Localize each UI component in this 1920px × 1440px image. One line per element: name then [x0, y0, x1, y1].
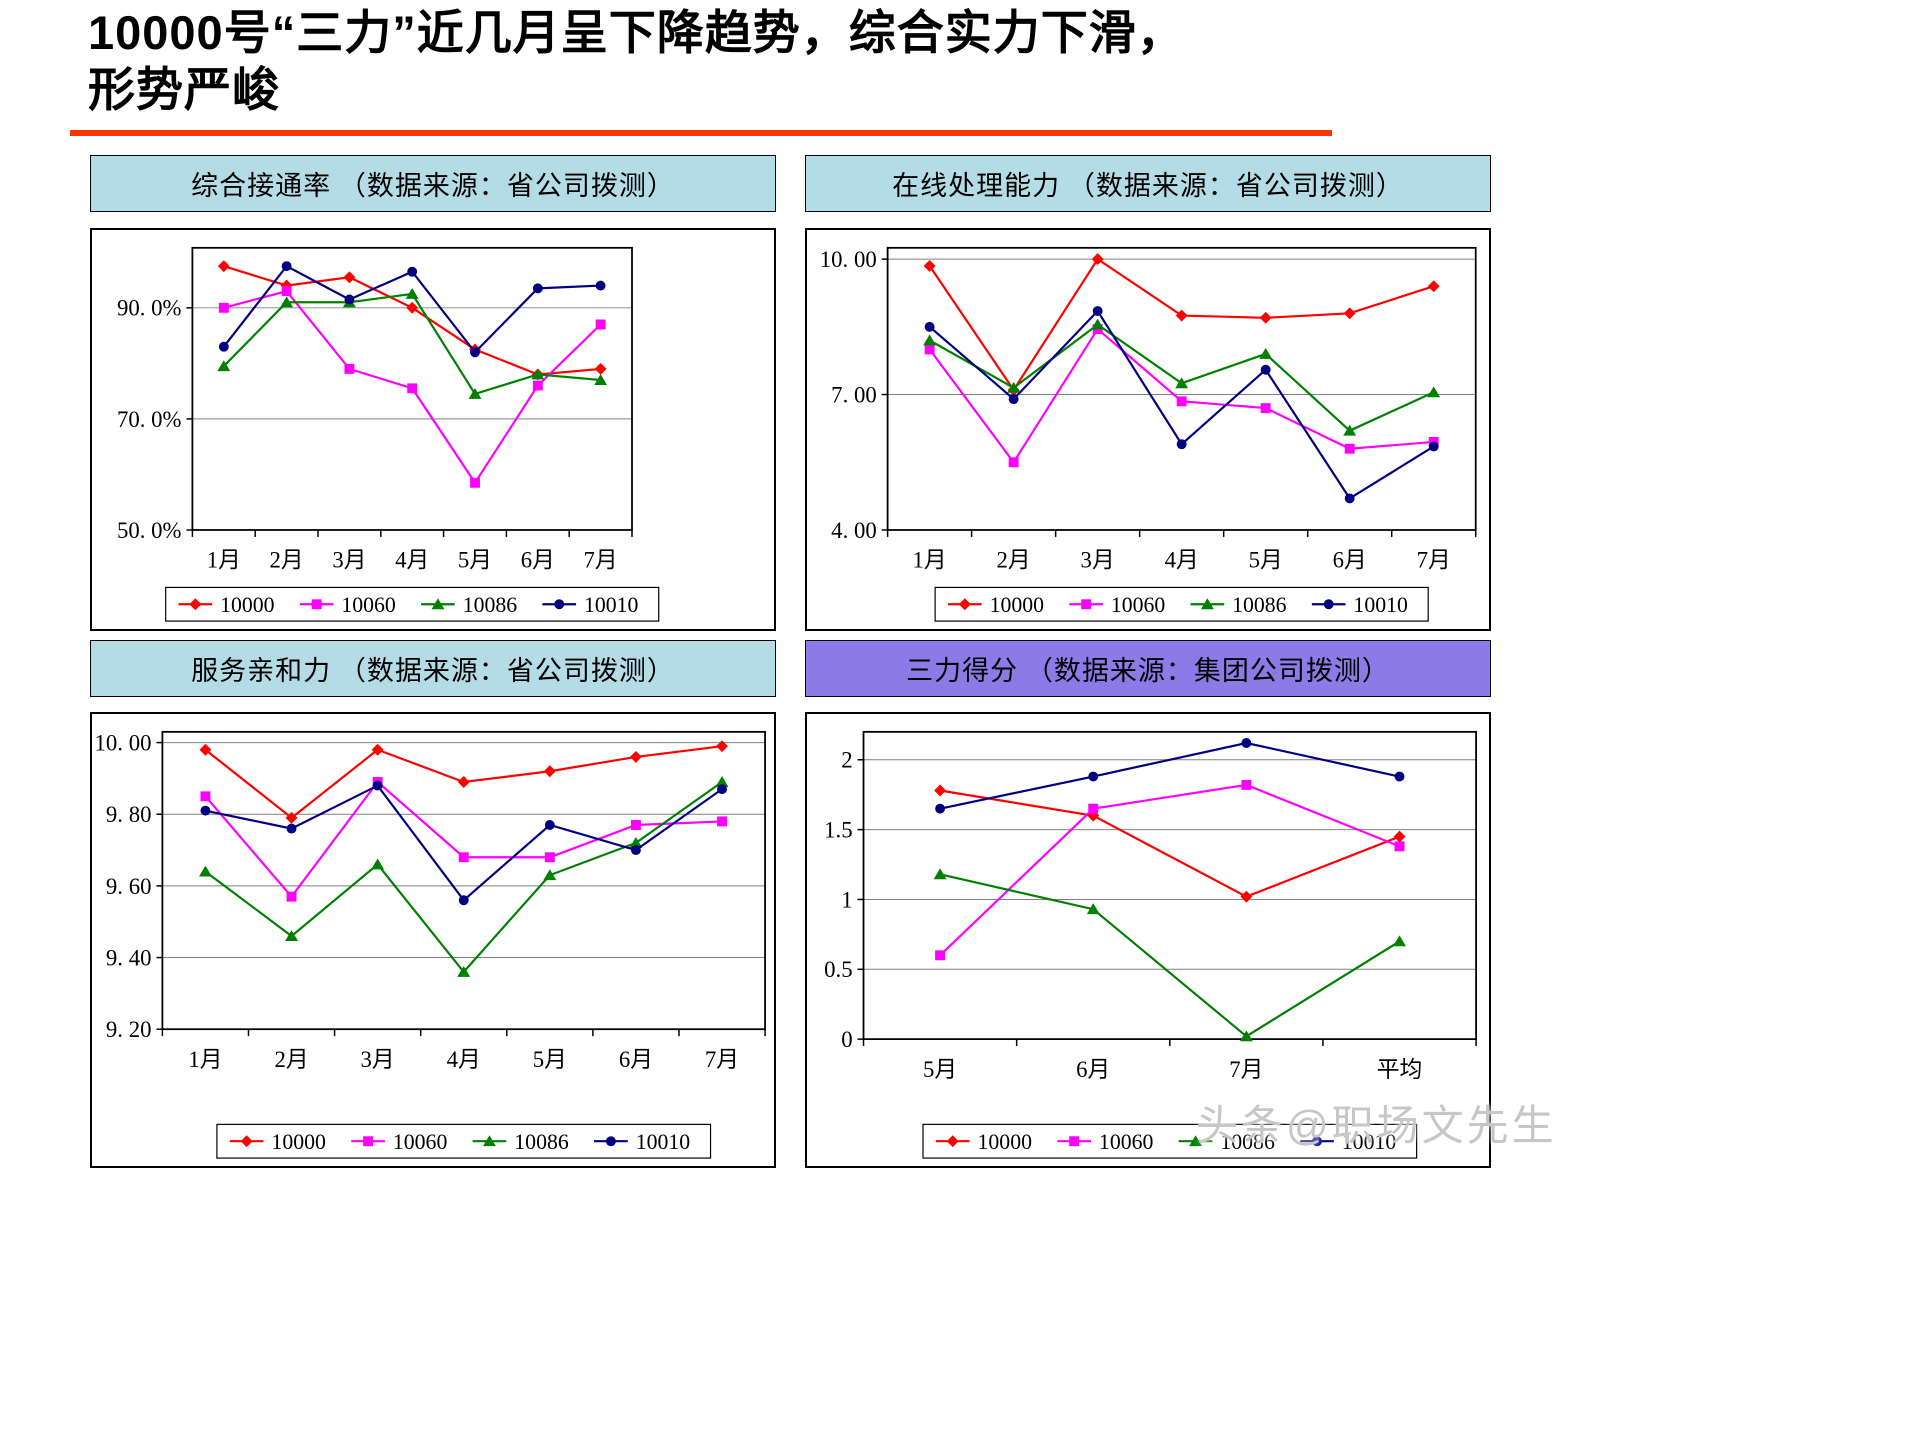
- svg-text:90. 0%: 90. 0%: [117, 296, 182, 321]
- svg-text:4. 00: 4. 00: [831, 518, 877, 543]
- svg-text:0: 0: [841, 1027, 852, 1052]
- svg-text:10060: 10060: [1099, 1130, 1154, 1154]
- svg-text:10. 00: 10. 00: [95, 731, 152, 756]
- svg-text:10000: 10000: [220, 593, 275, 617]
- svg-text:50. 0%: 50. 0%: [117, 518, 182, 543]
- svg-text:1月: 1月: [913, 548, 947, 573]
- line-chart-service-affinity: 10. 00 9. 80 9. 60 9. 40 9. 20 1月 2月 3月 4月 5月 6月 7月…: [95, 731, 766, 1159]
- chart-panel-connection-rate: 90. 0% 70. 0% 50. 0% 1月 2月 3月 4月 5月 6月 7月 10000 100…: [90, 228, 776, 631]
- svg-text:10060: 10060: [341, 593, 396, 617]
- svg-text:3月: 3月: [1081, 548, 1115, 573]
- svg-text:1.5: 1.5: [824, 818, 852, 843]
- chart-header-connection-rate: 综合接通率 （数据来源：省公司拨测）: [90, 155, 776, 212]
- svg-text:7月: 7月: [1229, 1057, 1263, 1082]
- svg-text:1月: 1月: [188, 1047, 222, 1072]
- chart-header-online-processing: 在线处理能力 （数据来源：省公司拨测）: [805, 155, 1491, 212]
- svg-text:10010: 10010: [1342, 1130, 1397, 1154]
- chart-title-sanli-score: 三力得分 （数据来源：集团公司拨测）: [906, 656, 1390, 686]
- svg-text:2月: 2月: [270, 548, 304, 573]
- svg-text:7月: 7月: [705, 1047, 739, 1072]
- svg-text:10086: 10086: [463, 593, 518, 617]
- svg-text:6月: 6月: [1076, 1057, 1110, 1082]
- chart-panel-sanli-score: 2 1.5 1 0.5 0 5月 6月 7月 平均 10000 10060 10086 10010: [805, 712, 1491, 1168]
- svg-text:9. 80: 9. 80: [106, 802, 152, 827]
- svg-text:9. 60: 9. 60: [106, 874, 152, 899]
- slide-title: 10000号“三力”近几月呈下降趋势，综合实力下滑， 形势严峻: [88, 4, 1378, 119]
- svg-text:1月: 1月: [207, 548, 241, 573]
- svg-text:平均: 平均: [1377, 1057, 1423, 1082]
- svg-text:5月: 5月: [458, 548, 492, 573]
- svg-text:7. 00: 7. 00: [831, 382, 877, 407]
- chart-title-connection-rate: 综合接通率 （数据来源：省公司拨测）: [191, 171, 675, 201]
- slide-title-line2: 形势严峻: [88, 63, 280, 117]
- svg-text:10060: 10060: [1111, 593, 1166, 617]
- svg-text:4月: 4月: [395, 548, 429, 573]
- svg-text:5月: 5月: [1249, 548, 1283, 573]
- svg-text:4月: 4月: [447, 1047, 481, 1072]
- svg-text:10010: 10010: [636, 1130, 691, 1154]
- title-underline: [70, 130, 1332, 136]
- line-chart-sanli-score: 2 1.5 1 0.5 0 5月 6月 7月 平均 10000 10060 10086 10010: [824, 730, 1477, 1159]
- svg-text:0.5: 0.5: [824, 957, 852, 982]
- svg-text:3月: 3月: [361, 1047, 395, 1072]
- svg-text:5月: 5月: [923, 1057, 957, 1082]
- svg-text:10086: 10086: [1232, 593, 1287, 617]
- svg-text:2月: 2月: [274, 1047, 308, 1072]
- svg-text:6月: 6月: [619, 1047, 653, 1072]
- svg-text:10086: 10086: [514, 1130, 569, 1154]
- line-chart-online-processing: 10. 00 7. 00 4. 00 1月 2月 3月 4月 5月 6月 7月 10000 10060…: [820, 246, 1477, 622]
- svg-text:10. 00: 10. 00: [820, 247, 877, 272]
- svg-text:3月: 3月: [332, 548, 366, 573]
- svg-text:7月: 7月: [584, 548, 618, 573]
- svg-text:6月: 6月: [1333, 548, 1367, 573]
- svg-text:10010: 10010: [1353, 593, 1408, 617]
- svg-text:10000: 10000: [271, 1130, 326, 1154]
- svg-text:9. 20: 9. 20: [106, 1017, 152, 1042]
- line-chart-connection-rate: 90. 0% 70. 0% 50. 0% 1月 2月 3月 4月 5月 6月 7月 10000 100…: [117, 246, 660, 622]
- chart-title-service-affinity: 服务亲和力 （数据来源：省公司拨测）: [191, 656, 675, 686]
- svg-text:10000: 10000: [978, 1130, 1033, 1154]
- svg-text:10060: 10060: [393, 1130, 448, 1154]
- chart-panel-service-affinity: 10. 00 9. 80 9. 60 9. 40 9. 20 1月 2月 3月 4月 5月 6月 7月…: [90, 712, 776, 1168]
- chart-header-service-affinity: 服务亲和力 （数据来源：省公司拨测）: [90, 640, 776, 697]
- chart-title-online-processing: 在线处理能力 （数据来源：省公司拨测）: [892, 171, 1404, 201]
- svg-text:70. 0%: 70. 0%: [117, 407, 182, 432]
- slide-title-line1: 10000号“三力”近几月呈下降趋势，综合实力下滑，: [88, 6, 1185, 59]
- svg-text:5月: 5月: [533, 1047, 567, 1072]
- chart-panel-online-processing: 10. 00 7. 00 4. 00 1月 2月 3月 4月 5月 6月 7月 10000 10060…: [805, 228, 1491, 631]
- svg-text:4月: 4月: [1165, 548, 1199, 573]
- svg-text:6月: 6月: [521, 548, 555, 573]
- svg-text:10010: 10010: [584, 593, 639, 617]
- svg-text:1: 1: [841, 887, 852, 912]
- svg-text:2月: 2月: [997, 548, 1031, 573]
- chart-header-sanli-score: 三力得分 （数据来源：集团公司拨测）: [805, 640, 1491, 697]
- svg-text:7月: 7月: [1417, 548, 1451, 573]
- svg-text:9. 40: 9. 40: [106, 945, 152, 970]
- svg-text:10086: 10086: [1220, 1130, 1275, 1154]
- svg-text:10000: 10000: [990, 593, 1045, 617]
- svg-text:2: 2: [841, 748, 852, 773]
